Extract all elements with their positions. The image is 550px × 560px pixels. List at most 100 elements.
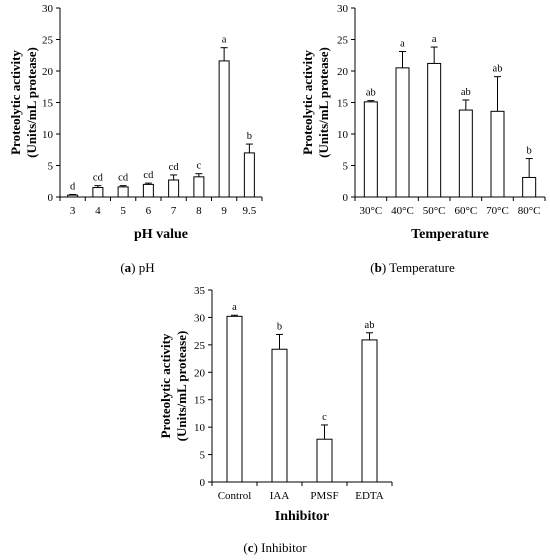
x-tick-label: 4 <box>95 205 101 217</box>
significance-label: a <box>432 34 437 45</box>
y-tick-label: 5 <box>343 161 349 173</box>
y-tick-label: 10 <box>337 129 349 141</box>
y-axis-title: Proteolytic activity(Units/mL protease) <box>158 331 189 442</box>
chart-panel-c: 0 5 10 15 20 25 30 35 a Control b IAA c PMSF ab EDTA Inh… <box>158 285 393 524</box>
x-tick-label: 5 <box>120 205 126 217</box>
y-tick-label: 25 <box>194 340 206 352</box>
y-axis-title-line1: Proteolytic activity <box>300 50 315 155</box>
y-tick-label: 10 <box>194 422 206 434</box>
bar <box>92 187 104 198</box>
caption-b: (b) Temperature <box>370 260 455 275</box>
caption-text: pH <box>138 260 155 275</box>
caption-letter: c <box>247 540 254 555</box>
significance-label: ab <box>461 87 471 98</box>
y-tick-label: 5 <box>48 161 54 173</box>
y-tick-label: 20 <box>337 66 349 78</box>
bar <box>226 315 243 483</box>
y-axis-title-line2: (Units/mL protease) <box>316 47 331 158</box>
x-axis-title: Temperature <box>411 227 489 242</box>
caption-letter: a <box>124 260 132 275</box>
chart-panel-b: 0 5 10 15 20 25 30 ab 30°C a 40°C a 50°C ab 60°C ab 70°C… <box>300 3 546 242</box>
x-tick-label: 9 <box>221 205 227 217</box>
bar <box>458 109 473 198</box>
x-tick-label: EDTA <box>355 490 384 502</box>
bar <box>395 67 410 198</box>
significance-label: a <box>222 35 227 46</box>
significance-label: c <box>322 412 327 423</box>
y-axis-title-line1: Proteolytic activity <box>8 50 23 155</box>
y-tick-label: 30 <box>194 312 206 324</box>
significance-label: b <box>527 146 532 157</box>
bar <box>193 176 205 198</box>
bar <box>490 110 505 198</box>
significance-label: cd <box>118 173 129 184</box>
y-axis-title-line1: Proteolytic activity <box>158 333 173 438</box>
y-tick-label: 30 <box>337 3 349 15</box>
x-tick-label: 8 <box>196 205 202 217</box>
x-tick-label: 70°C <box>486 205 509 217</box>
x-axis-title: Inhibitor <box>275 509 329 524</box>
y-tick-label: 0 <box>343 192 349 204</box>
caption-letter: b <box>374 260 382 275</box>
significance-label: ab <box>493 64 503 75</box>
y-tick-label: 10 <box>42 129 54 141</box>
x-tick-label: 80°C <box>518 205 541 217</box>
significance-label: cd <box>169 162 180 173</box>
significance-label: a <box>400 38 405 49</box>
x-axis-title: pH value <box>134 227 188 242</box>
x-tick-label: 9.5 <box>243 205 257 217</box>
y-axis-title: Proteolytic activity(Units/mL protease) <box>300 47 331 158</box>
bar <box>271 348 288 483</box>
x-tick-label: 7 <box>171 205 177 217</box>
y-tick-label: 15 <box>337 98 349 110</box>
y-tick-label: 25 <box>337 35 349 47</box>
significance-label: cd <box>93 173 104 184</box>
bar <box>427 62 442 198</box>
x-tick-label: 60°C <box>454 205 477 217</box>
bar <box>168 179 180 198</box>
y-axis-title-line2: (Units/mL protease) <box>24 47 39 158</box>
bar <box>218 60 230 198</box>
bar <box>363 101 378 198</box>
y-tick-label: 30 <box>42 3 54 15</box>
significance-label: d <box>70 181 76 192</box>
y-axis-title: Proteolytic activity(Units/mL protease) <box>8 47 39 158</box>
chart-panel-a: 0 5 10 15 20 25 30 d 3 cd 4 cd 5 cd 6 cd 7 c 8 a 9 b 9.5 pH val… <box>8 3 263 242</box>
x-tick-label: PMSF <box>310 490 338 502</box>
x-tick-label: 30°C <box>359 205 382 217</box>
caption-c: (c) Inhibitor <box>243 540 307 555</box>
y-tick-label: 35 <box>194 285 206 297</box>
y-tick-label: 15 <box>42 98 54 110</box>
caption-text: Temperature <box>389 260 455 275</box>
bar <box>243 152 255 198</box>
caption-text: Inhibitor <box>261 540 307 555</box>
bar <box>67 194 79 198</box>
significance-label: b <box>277 321 282 332</box>
significance-label: ab <box>366 88 376 99</box>
bar <box>316 438 333 483</box>
x-tick-label: IAA <box>270 490 290 502</box>
significance-label: a <box>232 302 237 313</box>
y-axis-title-line2: (Units/mL protease) <box>174 331 189 442</box>
y-tick-label: 5 <box>200 450 206 462</box>
significance-label: cd <box>143 170 154 181</box>
bar <box>522 176 537 198</box>
x-tick-label: 50°C <box>423 205 446 217</box>
y-tick-label: 0 <box>200 477 206 489</box>
x-tick-label: Control <box>218 490 252 502</box>
x-tick-label: 6 <box>146 205 152 217</box>
bar <box>361 339 378 483</box>
bar <box>117 186 129 198</box>
y-tick-label: 20 <box>42 66 54 78</box>
y-tick-label: 20 <box>194 367 206 379</box>
significance-label: c <box>197 161 202 172</box>
y-tick-label: 25 <box>42 35 54 47</box>
significance-label: b <box>247 131 252 142</box>
y-tick-label: 15 <box>194 395 206 407</box>
caption-a: (a) pH <box>120 260 155 275</box>
bar <box>142 183 154 198</box>
x-tick-label: 3 <box>70 205 76 217</box>
significance-label: ab <box>365 320 375 331</box>
y-tick-label: 0 <box>48 192 54 204</box>
